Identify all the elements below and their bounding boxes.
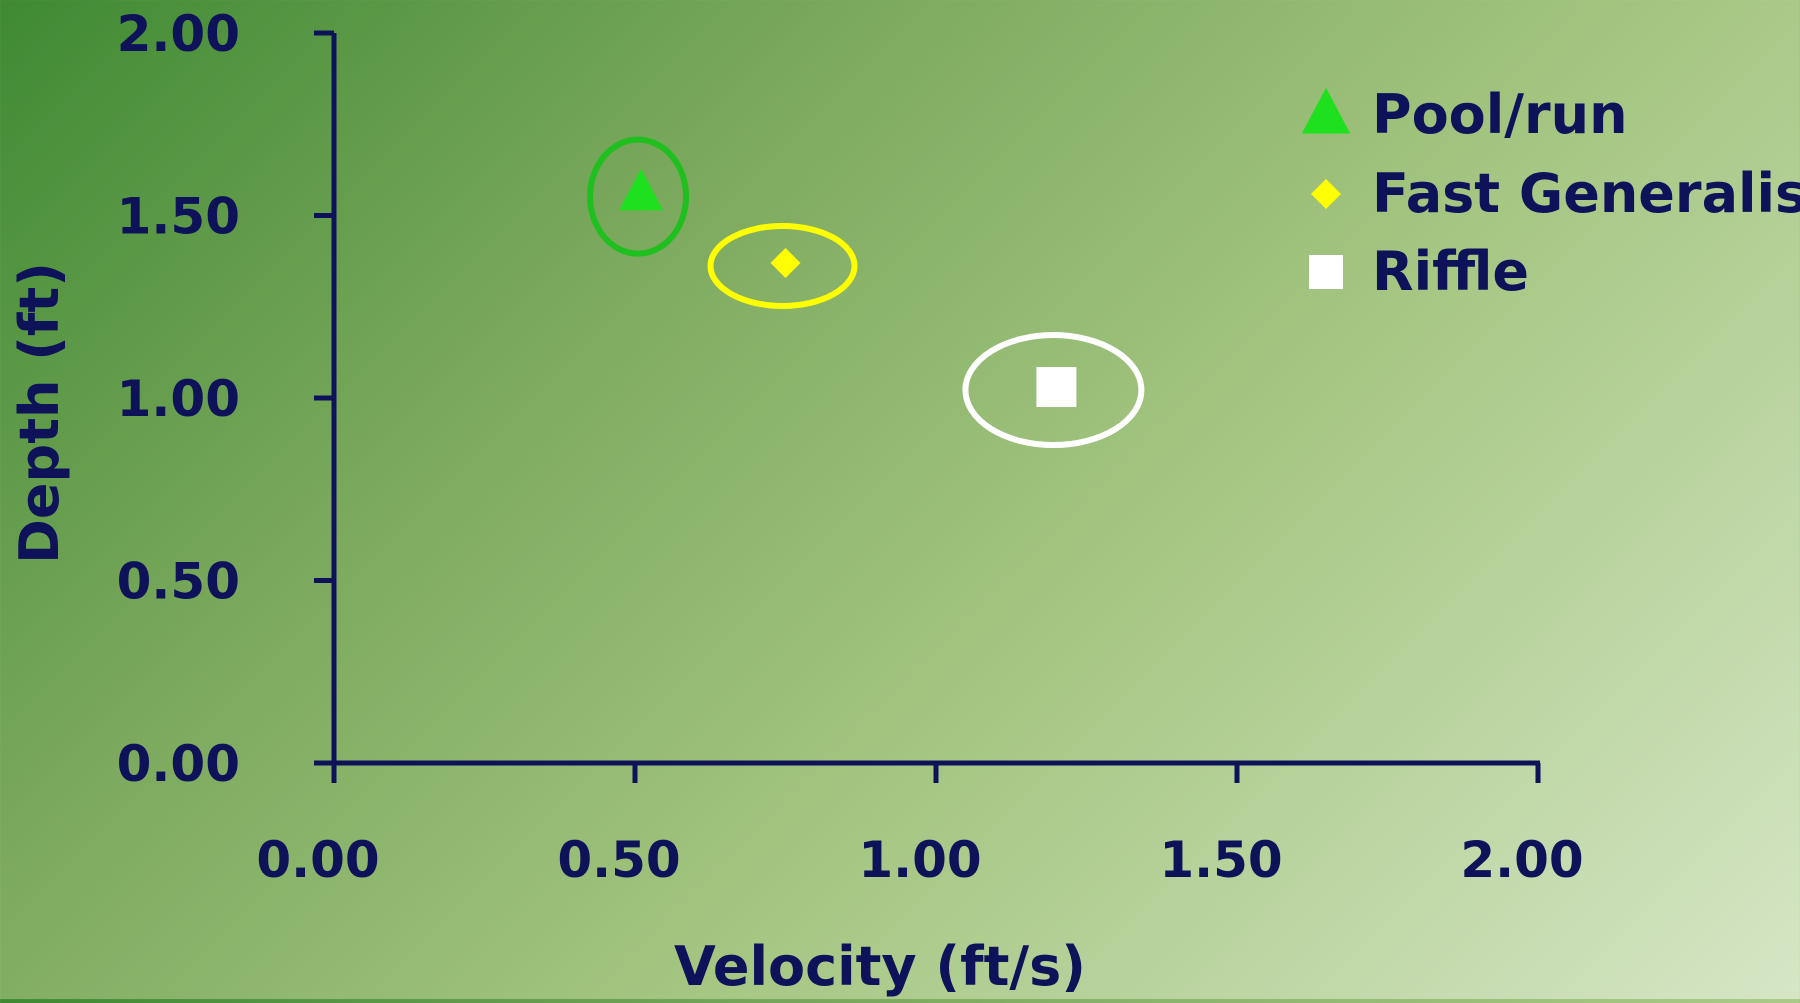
data-point xyxy=(1036,367,1077,408)
x-tick-label: 1.50 xyxy=(1159,831,1282,889)
cluster-ellipse xyxy=(707,222,858,309)
x-tick-label: 2.00 xyxy=(1460,831,1583,889)
data-point xyxy=(619,168,664,211)
cluster-ellipse xyxy=(587,136,690,257)
legend-label: Riffle xyxy=(1372,240,1529,303)
y-tick-label: 2.00 xyxy=(117,5,240,63)
cluster-ellipse xyxy=(962,332,1145,449)
legend-marker xyxy=(1311,179,1341,209)
x-tick-label: 1.00 xyxy=(858,831,981,889)
y-tick-label: 1.00 xyxy=(117,370,240,428)
y-tick-label: 0.50 xyxy=(117,553,240,611)
data-point xyxy=(770,247,801,278)
y-tick-label: 0.00 xyxy=(117,735,240,793)
y-tick-label: 1.50 xyxy=(117,188,240,246)
legend-marker xyxy=(1309,255,1343,289)
x-axis-title: Velocity (ft/s) xyxy=(674,935,1086,998)
legend-marker xyxy=(1301,87,1351,134)
y-axis-title: Depth (ft) xyxy=(8,262,71,564)
legend-label: Pool/run xyxy=(1372,83,1628,146)
legend-label: Fast Generalist xyxy=(1372,162,1800,225)
x-tick-label: 0.50 xyxy=(557,831,680,889)
x-tick-label: 0.00 xyxy=(256,831,379,889)
